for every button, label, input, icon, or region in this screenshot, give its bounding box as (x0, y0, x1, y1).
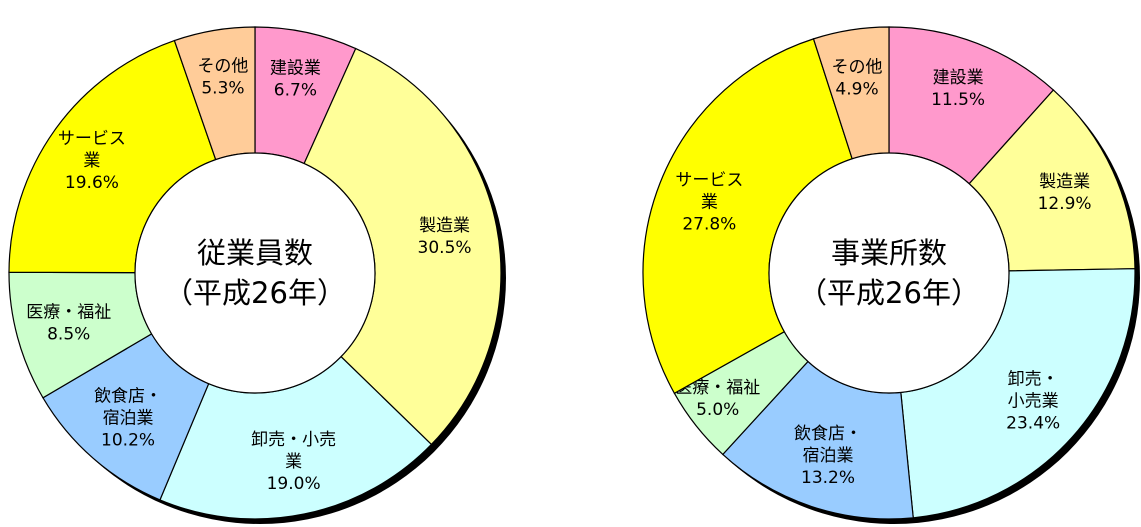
slice-label: 卸売・小売業 23.4% (1006, 369, 1060, 433)
donut-chart-1: 建設業 6.7%製造業 30.5%卸売・小売業 19.0%飲食店・宿泊業 10.2%医療… (8, 26, 506, 524)
slice-value: 30.5% (418, 238, 472, 258)
slice-value: 11.5% (931, 90, 985, 110)
slice-name: 宿泊業 (803, 446, 854, 466)
slice-name: 業 (285, 452, 302, 472)
slice-value: 27.8% (682, 214, 736, 234)
slice-label: 製造業 12.9% (1038, 172, 1092, 214)
slice-value: 5.0% (696, 400, 739, 420)
slice-value: 6.7% (274, 80, 317, 100)
slice-name: その他 (197, 57, 248, 77)
slice-label: 医療・福祉 5.0% (675, 378, 760, 420)
slice-label: サービス業 19.6% (58, 129, 126, 193)
slice-value: 19.0% (267, 474, 321, 494)
chart-title: 従業員数 (197, 236, 313, 270)
slice-label: 製造業 30.5% (418, 216, 472, 258)
slice-name: 医療・福祉 (675, 378, 760, 398)
slice-name: 医療・福祉 (26, 302, 111, 322)
slice-value: 23.4% (1006, 413, 1060, 433)
chart-subtitle: （平成26年） (798, 276, 980, 310)
donut-chart-2: 建設業 11.5% 製造業 12.9% 卸売・小売業 23.4% 飲食店・宿泊業 13.2% 医… (642, 26, 1140, 524)
slice-name: 卸売・ (1008, 369, 1059, 389)
slice-value: 19.6% (65, 173, 119, 193)
chart-subtitle: （平成26年） (164, 276, 346, 310)
slice-label: 卸売・小売業 19.0% (251, 430, 336, 494)
slice-name: サービス (58, 129, 126, 149)
slice-label: 建設業 6.7% (270, 58, 321, 100)
slice-label: 飲食店・宿泊業 10.2% (94, 386, 162, 450)
slice-label: 建設業 11.5% (931, 68, 985, 110)
slice-name: 製造業 (419, 216, 470, 236)
slice-label: 医療・福祉 8.5% (26, 302, 111, 344)
slice-name: 飲食店・ (94, 386, 162, 406)
slice-name: 小売業 (1008, 391, 1059, 411)
slice-value: 4.9% (835, 79, 878, 99)
donut-hole (768, 152, 1010, 394)
slice-label: その他 5.3% (197, 57, 248, 99)
slice-name: 業 (83, 151, 100, 171)
slice-value: 5.3% (201, 79, 244, 99)
slice-value: 13.2% (801, 468, 855, 488)
slice-name: 建設業 (933, 68, 984, 88)
slice-label: サービス業 27.8% (675, 170, 743, 234)
slice-name: 業 (701, 192, 718, 212)
slice-name: その他 (832, 57, 883, 77)
slice-name: サービス (675, 170, 743, 190)
slice-value: 12.9% (1038, 194, 1092, 214)
slice-value: 8.5% (47, 324, 90, 344)
slice-name: 製造業 (1039, 172, 1090, 192)
chart-title: 事業所数 (831, 236, 947, 270)
slice-name: 飲食店・ (794, 424, 862, 444)
slice-name: 宿泊業 (103, 408, 154, 428)
slice-label: その他 4.9% (832, 57, 883, 99)
slice-label: 飲食店・宿泊業 13.2% (794, 424, 862, 488)
slice-name: 卸売・小売 (251, 430, 336, 450)
donut-hole (134, 152, 376, 394)
slice-name: 建設業 (270, 58, 321, 78)
slice-value: 10.2% (101, 430, 155, 450)
